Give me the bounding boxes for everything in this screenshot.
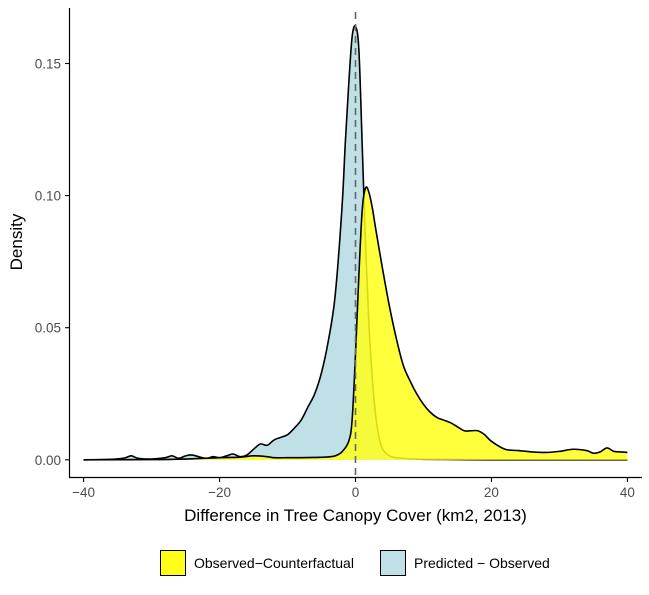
x-tick-label: −20 [208, 485, 231, 500]
legend: Observed−Counterfactual Predicted − Obse… [0, 548, 649, 578]
y-tick-label: 0.10 [35, 189, 61, 204]
legend-item-predicted-observed: Predicted − Observed [380, 548, 550, 578]
legend-label-predicted-observed: Predicted − Observed [414, 555, 550, 571]
y-tick-label: 0.05 [35, 321, 61, 336]
density-outline-1 [83, 186, 628, 461]
x-tick-label: 0 [352, 485, 360, 500]
x-tick-label: 20 [484, 485, 499, 500]
legend-item-observed-counterfactual: Observed−Counterfactual [160, 548, 354, 578]
legend-key-observed-counterfactual [160, 550, 186, 576]
y-tick-label: 0.00 [35, 453, 61, 468]
y-axis-title: Density [7, 213, 26, 270]
legend-key-predicted-observed [380, 550, 406, 576]
y-axis-ticks: 0.00 0.05 0.10 0.15 [35, 56, 70, 468]
x-tick-label: 40 [620, 485, 635, 500]
x-axis-ticks: −40 −20 0 20 40 [72, 477, 635, 500]
x-tick-label: −40 [72, 485, 95, 500]
x-axis-title: Difference in Tree Canopy Cover (km2, 20… [184, 506, 527, 525]
legend-label-observed-counterfactual: Observed−Counterfactual [194, 555, 354, 571]
density-area-1 [83, 186, 628, 460]
y-tick-label: 0.15 [35, 56, 61, 71]
